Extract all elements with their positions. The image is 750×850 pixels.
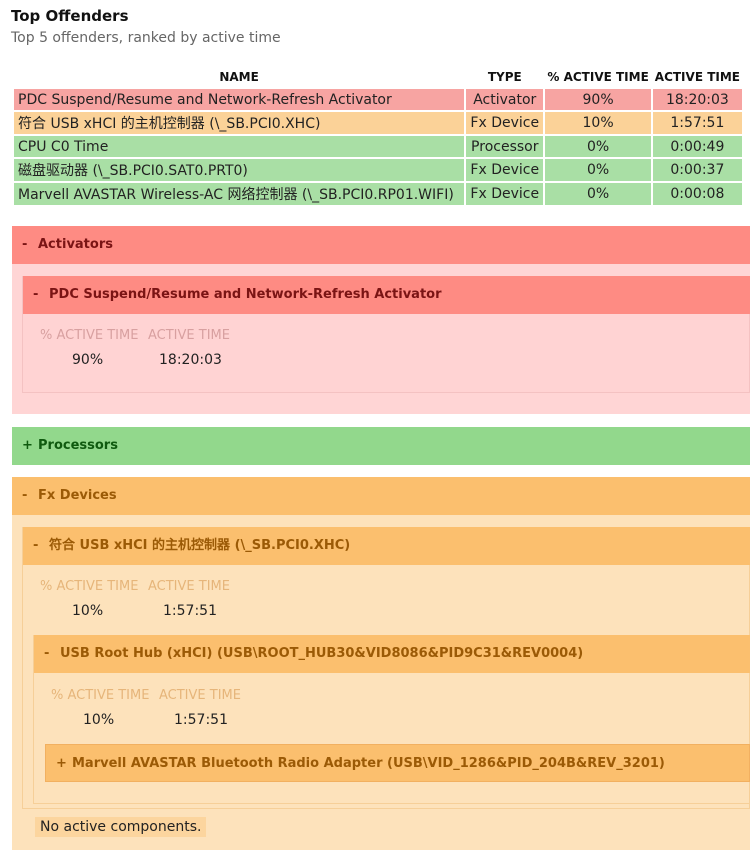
top-offenders-table: NAME TYPE % ACTIVE TIME ACTIVE TIME PDC …: [12, 67, 744, 207]
cell-percent: 0%: [545, 136, 651, 157]
table-row: CPU C0 Time Processor 0% 0:00:49: [14, 136, 742, 157]
cell-type: Processor: [466, 136, 544, 157]
active-time-label: ACTIVE TIME: [148, 579, 230, 594]
no-active-components-note: No active components.: [35, 817, 207, 837]
expand-toggle[interactable]: +: [56, 756, 67, 771]
cell-name: PDC Suspend/Resume and Network-Refresh A…: [14, 89, 465, 110]
table-row: 磁盘驱动器 (\_SB.PCI0.SAT0.PRT0) Fx Device 0%…: [14, 159, 742, 181]
cell-time: 0:00:08: [652, 183, 742, 205]
table-row: PDC Suspend/Resume and Network-Refresh A…: [14, 89, 742, 110]
table-row: Marvell AVASTAR Wireless-AC 网络控制器 (\_SB.…: [14, 183, 742, 205]
active-time-label: ACTIVE TIME: [159, 688, 241, 703]
active-time-label: ACTIVE TIME: [148, 328, 230, 343]
table-header-row: NAME TYPE % ACTIVE TIME ACTIVE TIME: [14, 69, 742, 87]
cell-percent: 0%: [545, 183, 651, 205]
cell-type: Fx Device: [466, 183, 544, 205]
column-header-active-time: ACTIVE TIME: [654, 70, 740, 84]
percent-active-time-label: % ACTIVE TIME: [51, 688, 150, 703]
cell-time: 18:20:03: [652, 89, 742, 110]
fx-devices-section-header[interactable]: - Fx Devices: [12, 477, 750, 515]
processors-section-header[interactable]: + Processors: [12, 427, 750, 465]
percent-active-time-label: % ACTIVE TIME: [40, 579, 139, 594]
cell-name: 磁盘驱动器 (\_SB.PCI0.SAT0.PRT0): [14, 159, 465, 181]
item-title: USB Root Hub (xHCI) (USB\ROOT_HUB30&VID8…: [60, 646, 584, 661]
page-subtitle: Top 5 offenders, ranked by active time: [11, 30, 281, 46]
column-header-percent-active-time: % ACTIVE TIME: [547, 70, 649, 84]
section-title: Fx Devices: [38, 488, 117, 503]
item-title: 符合 USB xHCI 的主机控制器 (\_SB.PCI0.XHC): [49, 538, 351, 553]
activators-section-header[interactable]: - Activators: [12, 226, 750, 264]
active-time-value: 18:20:03: [159, 352, 222, 368]
fx-device-item-header[interactable]: - 符合 USB xHCI 的主机控制器 (\_SB.PCI0.XHC): [23, 527, 750, 565]
column-header-name: NAME: [219, 70, 259, 84]
active-time-value: 1:57:51: [174, 712, 228, 728]
percent-active-time-label: % ACTIVE TIME: [40, 328, 139, 343]
collapse-toggle[interactable]: -: [33, 538, 39, 553]
column-header-type: TYPE: [487, 70, 522, 84]
percent-active-time-value: 90%: [72, 352, 104, 368]
item-title: PDC Suspend/Resume and Network-Refresh A…: [49, 287, 442, 302]
cell-name: 符合 USB xHCI 的主机控制器 (\_SB.PCI0.XHC): [14, 112, 465, 134]
cell-percent: 90%: [545, 89, 651, 110]
usb-root-hub-header[interactable]: - USB Root Hub (xHCI) (USB\ROOT_HUB30&VID…: [34, 635, 750, 673]
cell-time: 0:00:37: [652, 159, 742, 181]
cell-type: Activator: [466, 89, 544, 110]
collapse-toggle[interactable]: -: [44, 646, 50, 661]
page-title: Top Offenders: [11, 7, 129, 25]
bluetooth-adapter-header[interactable]: + Marvell AVASTAR Bluetooth Radio Adapter…: [45, 744, 750, 782]
cell-time: 1:57:51: [652, 112, 742, 134]
cell-percent: 0%: [545, 159, 651, 181]
cell-name: Marvell AVASTAR Wireless-AC 网络控制器 (\_SB.…: [14, 183, 465, 205]
percent-active-time-value: 10%: [83, 712, 115, 728]
collapse-toggle[interactable]: -: [22, 237, 28, 252]
percent-active-time-value: 10%: [72, 603, 104, 619]
activator-item-header[interactable]: - PDC Suspend/Resume and Network-Refresh …: [23, 276, 750, 314]
section-title: Activators: [38, 237, 113, 252]
table-row: 符合 USB xHCI 的主机控制器 (\_SB.PCI0.XHC) Fx De…: [14, 112, 742, 134]
collapse-toggle[interactable]: -: [22, 488, 28, 503]
active-time-value: 1:57:51: [163, 603, 217, 619]
cell-name: CPU C0 Time: [14, 136, 465, 157]
cell-type: Fx Device: [466, 112, 544, 134]
cell-percent: 10%: [545, 112, 651, 134]
expand-toggle[interactable]: +: [22, 438, 33, 453]
cell-time: 0:00:49: [652, 136, 742, 157]
item-title: Marvell AVASTAR Bluetooth Radio Adapter …: [72, 756, 665, 771]
collapse-toggle[interactable]: -: [33, 287, 39, 302]
section-title: Processors: [38, 438, 118, 453]
cell-type: Fx Device: [466, 159, 544, 181]
